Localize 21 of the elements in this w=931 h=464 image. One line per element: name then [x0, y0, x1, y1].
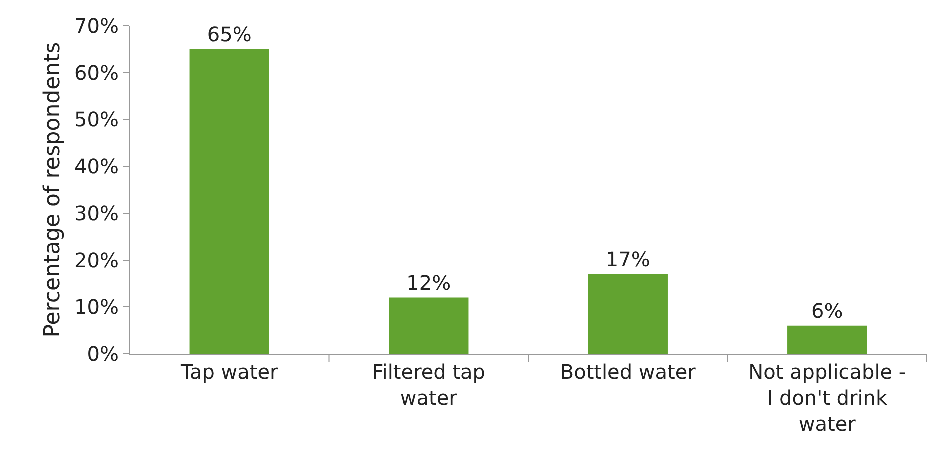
bar [389, 298, 469, 354]
y-tick-label: 20% [74, 248, 119, 272]
data-label: 65% [207, 22, 252, 46]
y-tick-label: 30% [74, 201, 119, 226]
y-tick-label: 50% [74, 108, 119, 132]
data-label: 6% [812, 298, 844, 323]
x-tick-label: Bottled water [560, 360, 697, 384]
y-axis-title: Percentage of respondents [40, 42, 66, 338]
x-tick-label: Filtered tap water [372, 360, 486, 410]
bar [788, 326, 868, 354]
y-tick-label: 60% [74, 60, 119, 85]
y-tick-label: 10% [74, 295, 119, 320]
x-tick-label: Not applicable - I don't drink water [748, 360, 906, 436]
data-label: 17% [606, 247, 650, 272]
x-tick-label: Tap water [180, 360, 280, 384]
y-tick-label: 0% [87, 342, 119, 366]
bar [190, 49, 270, 354]
y-tick-label: 70% [74, 14, 119, 38]
y-tick-label: 40% [74, 154, 119, 179]
data-label: 12% [406, 270, 452, 295]
bar [588, 274, 668, 354]
